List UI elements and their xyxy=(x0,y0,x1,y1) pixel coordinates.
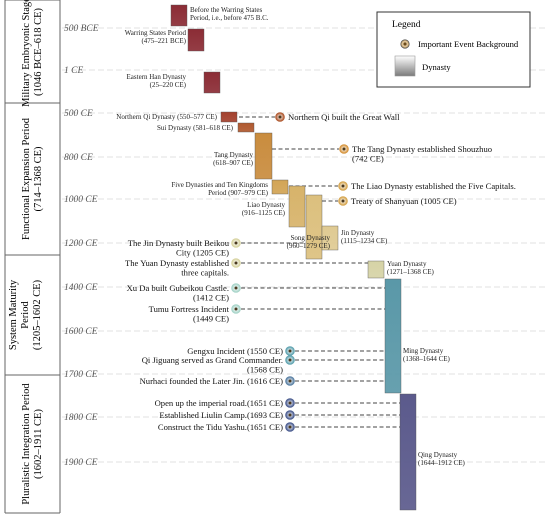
dynasty-label-qing-dynasty: Qing Dynasty (1644–1912 CE) xyxy=(418,451,466,467)
event-label-gengxu-incident-1550-ce: Gengxu Incident (1550 CE) xyxy=(187,346,283,356)
dynasty-label-five-dynasties-and-ten-kingdoms: Five Dynasties and Ten Kingdoms Period (9… xyxy=(171,181,268,197)
dynasty-bar-eastern-han-dynasty xyxy=(203,71,221,94)
axis-tick-label: 1000 CE xyxy=(64,195,98,205)
period-label-pluralistic-integration: Pluralistic Integration Period(1602–1911… xyxy=(21,383,44,505)
dynasty-bar-northern-qi-dynasty-550-577-ce xyxy=(220,111,238,123)
event-marker-center xyxy=(234,307,238,311)
dynasty-bar-sui-dynasty-581-618-ce xyxy=(237,122,255,133)
event-label-the-liao-dynasty-established-the-five-capitals: The Liao Dynasty established the Five Ca… xyxy=(351,181,516,191)
event-marker-center xyxy=(288,379,292,383)
legend-event-label: Important Event Background xyxy=(418,39,519,49)
period-column: Military Embryonic Stage(1046 BCE–618 CE… xyxy=(4,0,61,514)
event-label-northern-qi-built-the-great-wall: Northern Qi built the Great Wall xyxy=(288,112,400,122)
event-label-xu-da-built-gubeikou-castle: Xu Da built Gubeikou Castle. (1412 CE) xyxy=(127,283,230,303)
event-label-open-up-the-imperial-road-1651-ce: Open up the imperial road.(1651 CE) xyxy=(155,398,284,408)
event-marker-center xyxy=(288,413,292,417)
event-label-the-tang-dynasty-established-shouzhuo: The Tang Dynasty established Shouzhuo (74… xyxy=(352,144,492,164)
event-marker-center xyxy=(234,286,238,290)
event-marker-center xyxy=(341,199,345,203)
event-marker-center xyxy=(288,401,292,405)
event-label-established-liulin-camp-1693-ce: Established Liulin Camp.(1693 CE) xyxy=(159,410,283,420)
event-label-nurhaci-founded-the-later-jin-1616-ce: Nurhaci founded the Later Jin. (1616 CE) xyxy=(140,376,284,386)
dynasty-bar-five-dynasties-and-ten-kingdoms xyxy=(271,179,289,195)
legend-title: Legend xyxy=(392,20,421,30)
event-marker-center xyxy=(278,115,282,119)
axis-tick-label: 1800 CE xyxy=(64,413,98,423)
legend-event-icon-center xyxy=(403,42,407,46)
event-markers: Northern Qi built the Great Wall The Tang… xyxy=(125,112,516,432)
event-label-qi-jiguang-served-as-grand-commander: Qi Jiguang served as Grand Commander. (15… xyxy=(142,355,283,375)
dynasty-label-song-dynasty: Song Dynasty (960–1279 CE) xyxy=(287,234,331,250)
event-marker-center xyxy=(288,358,292,362)
axis-tick-label: 1900 CE xyxy=(64,458,98,468)
dynasty-bar-before-the-warring-states xyxy=(170,4,188,27)
axis-tick-label: 800 CE xyxy=(64,153,93,163)
dynasty-bar-qing-dynasty xyxy=(399,393,417,511)
legend: Legend Important Event Background Dynast… xyxy=(376,11,531,88)
dynasty-label-jin-dynasty: Jin Dynasty (1115–1234 CE) xyxy=(341,229,388,245)
dynasty-bar-tang-dynasty xyxy=(254,132,273,180)
axis-tick-label: 500 CE xyxy=(64,109,93,119)
axis-tick-label: 1200 CE xyxy=(64,239,98,249)
event-marker-center xyxy=(288,349,292,353)
event-label-tumu-fortress-incident: Tumu Fortress Incident (1449 CE) xyxy=(149,304,230,324)
dynasty-bar-yuan-dynasty xyxy=(367,260,385,279)
legend-dynasty-label: Dynasty xyxy=(422,62,451,72)
dynasty-label-liao-dynasty: Liao Dynasty (916–1125 CE) xyxy=(242,201,286,217)
event-label-the-jin-dynasty-built-beikou: The Jin Dynasty built Beikou City (1205 C… xyxy=(128,238,230,258)
event-marker-center xyxy=(288,425,292,429)
event-marker-center xyxy=(234,261,238,265)
dynasty-bar-jin-dynasty xyxy=(321,225,339,251)
event-marker-center xyxy=(342,147,346,151)
dynasty-label-tang-dynasty: Tang Dynasty (618–907 CE) xyxy=(213,151,254,167)
event-label-treaty-of-shanyuan-1005-ce: Treaty of Shanyuan (1005 CE) xyxy=(351,196,457,206)
event-marker-center xyxy=(341,184,345,188)
period-label-military-embryonic: Military Embryonic Stage(1046 BCE–618 CE… xyxy=(21,0,44,107)
event-label-construct-the-tidu-yashu-1651-ce: Construct the Tidu Yashu.(1651 CE) xyxy=(158,422,283,432)
dynasty-label-ming-dynasty: Ming Dynasty (1368–1644 CE) xyxy=(403,347,451,363)
axis-tick-label: 1 CE xyxy=(64,66,83,76)
dynasty-bar-warring-states-period xyxy=(187,28,205,52)
axis-tick-label: 500 BCE xyxy=(64,24,99,34)
legend-dynasty-swatch xyxy=(394,55,416,77)
axis-tick-label: 1600 CE xyxy=(64,327,98,337)
dynasty-label-warring-states-period: Warring States Period (475–221 BCE) xyxy=(125,29,187,45)
time-axis: 500 BCE 1 CE 500 CE 800 CE 1000 CE 1200 CE 140… xyxy=(62,24,548,468)
dynasty-label-yuan-dynasty: Yuan Dynasty (1271–1368 CE) xyxy=(387,260,435,276)
dynasty-label-sui-dynasty-581-618-ce: Sui Dynasty (581–618 CE) xyxy=(157,124,234,132)
period-label-functional-expansion: Functional Expansion Period(714–1368 CE) xyxy=(21,117,44,240)
dynasty-bar-ming-dynasty xyxy=(384,278,402,394)
dynasty-label-eastern-han-dynasty: Eastern Han Dynasty (25–220 CE) xyxy=(127,73,187,89)
axis-tick-label: 1400 CE xyxy=(64,283,98,293)
axis-tick-label: 1700 CE xyxy=(64,370,98,380)
dynasty-label-northern-qi-dynasty-550-577-ce: Northern Qi Dynasty (550–577 CE) xyxy=(116,113,217,121)
dynasty-bar-liao-dynasty xyxy=(288,185,306,228)
event-label-the-yuan-dynasty-established: The Yuan Dynasty established three capita… xyxy=(125,258,230,278)
dynasty-bars xyxy=(170,4,417,511)
event-marker-center xyxy=(234,241,238,245)
period-label-system-maturity: System MaturityPeriod(1205–1602 CE) xyxy=(8,279,43,350)
dynasty-labels: Before the Warring States Period, i.e., b… xyxy=(116,6,465,467)
dynasty-label-before-the-warring-states: Before the Warring States Period, i.e., b… xyxy=(190,6,269,22)
